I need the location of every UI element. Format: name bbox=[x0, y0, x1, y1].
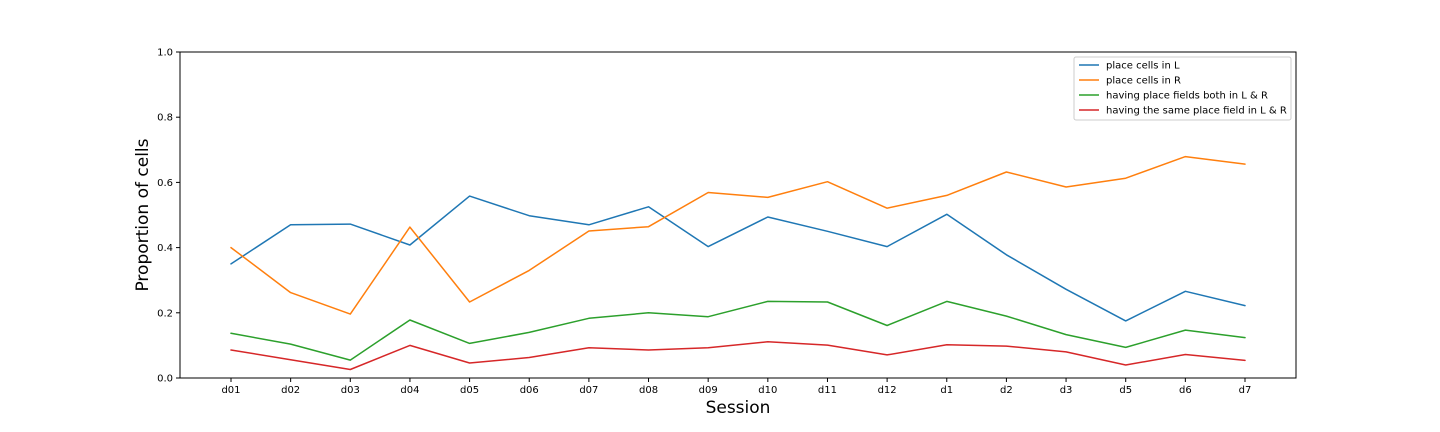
x-tick-label: d2 bbox=[1000, 385, 1013, 396]
y-tick-label: 0.8 bbox=[157, 113, 173, 124]
x-tick-label: d07 bbox=[579, 385, 598, 396]
legend-label: place cells in R bbox=[1106, 76, 1181, 87]
x-tick-label: d02 bbox=[281, 385, 300, 396]
x-tick-label: d5 bbox=[1119, 385, 1132, 396]
x-tick-label: d09 bbox=[699, 385, 718, 396]
x-tick-label: d06 bbox=[520, 385, 539, 396]
x-axis-title: Session bbox=[706, 398, 771, 418]
legend: place cells in L place cells in R having p… bbox=[1073, 56, 1292, 121]
legend-items: place cells in L place cells in R having p… bbox=[1079, 61, 1287, 117]
y-axis-title: Proportion of cells bbox=[133, 138, 153, 291]
x-tick-label: d05 bbox=[460, 385, 479, 396]
y-tick-label: 0.2 bbox=[157, 308, 173, 319]
x-tick-label: d3 bbox=[1060, 385, 1073, 396]
x-tick-label: d04 bbox=[400, 385, 419, 396]
x-tick-label: d03 bbox=[341, 385, 360, 396]
x-tick-label: d10 bbox=[758, 385, 777, 396]
x-tick-label: d11 bbox=[818, 385, 837, 396]
x-tick-label: d7 bbox=[1239, 385, 1252, 396]
series-line-4 bbox=[230, 341, 1246, 371]
series-line-3 bbox=[230, 300, 1246, 361]
series-line-2 bbox=[230, 155, 1246, 315]
y-axis-ticks: 0.0 0.2 0.4 0.6 0.8 1.0 bbox=[157, 48, 180, 385]
legend-box bbox=[1073, 56, 1292, 121]
legend-label: place cells in L bbox=[1106, 61, 1180, 72]
legend-label: having the same place field in L & R bbox=[1106, 106, 1287, 117]
y-tick-label: 1.0 bbox=[157, 48, 173, 59]
y-tick-label: 0.0 bbox=[157, 374, 173, 385]
x-tick-label: d12 bbox=[878, 385, 897, 396]
y-tick-label: 0.4 bbox=[157, 243, 173, 254]
x-tick-label: d08 bbox=[639, 385, 658, 396]
y-tick-label: 0.6 bbox=[157, 178, 173, 189]
x-tick-label: d01 bbox=[221, 385, 240, 396]
series-layer bbox=[230, 155, 1246, 371]
x-tick-label: d1 bbox=[940, 385, 953, 396]
x-axis-ticks: d01 d02 d03 d04 d05 d06 d07 d08 d09 d10 d11 d12 d1 d2… bbox=[221, 378, 1251, 396]
plot-frame bbox=[179, 51, 1297, 379]
legend-label: having place fields both in L & R bbox=[1106, 91, 1268, 102]
x-tick-label: d6 bbox=[1179, 385, 1192, 396]
